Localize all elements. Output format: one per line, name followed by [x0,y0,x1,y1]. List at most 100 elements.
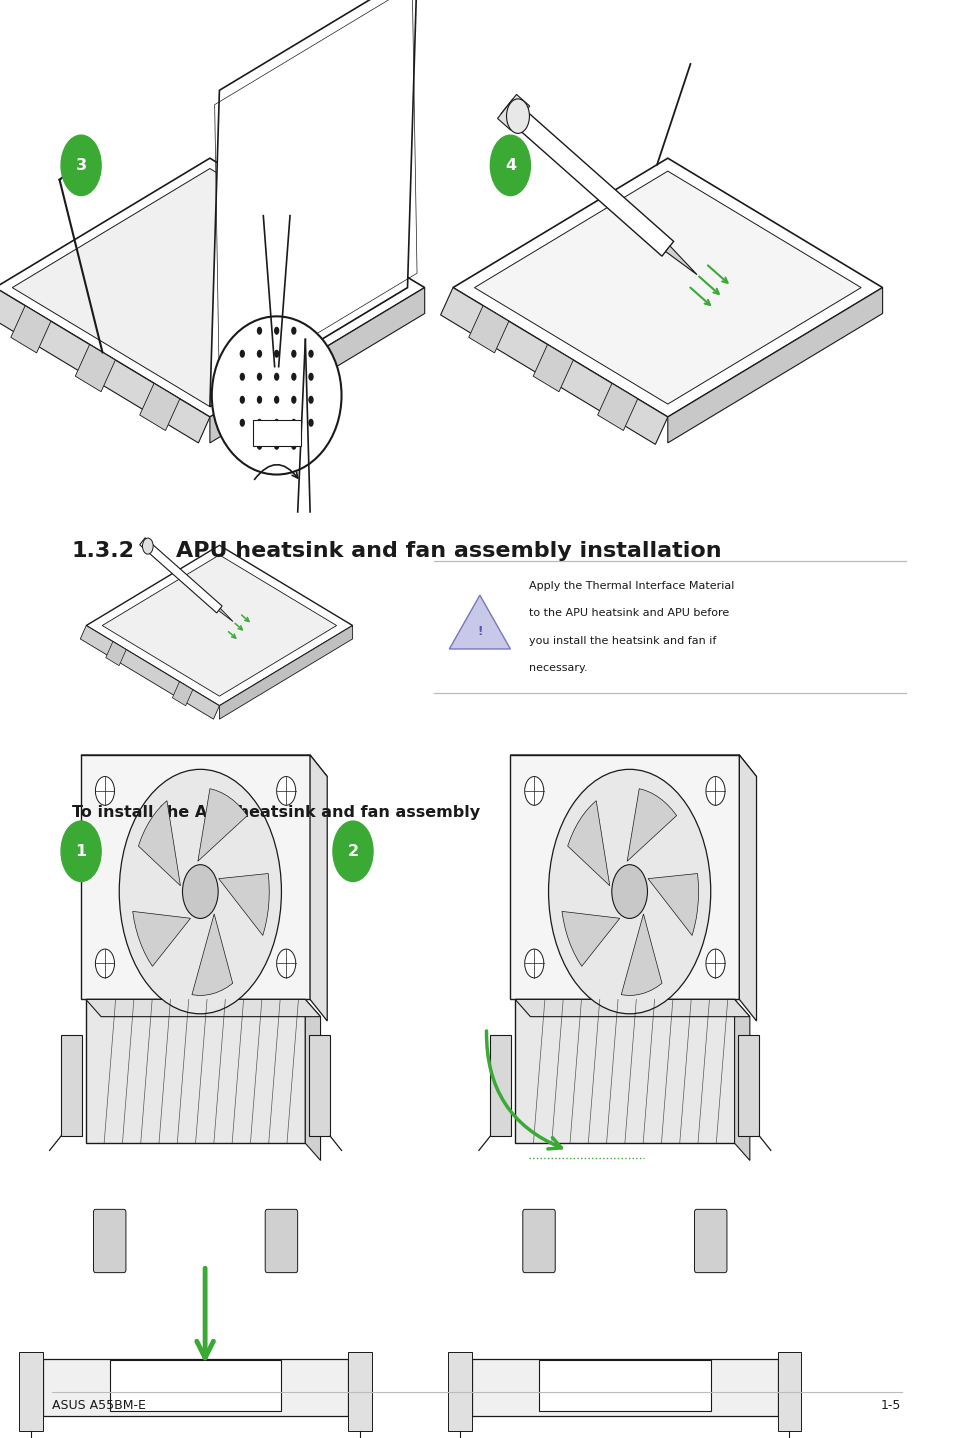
Polygon shape [305,999,320,1160]
Polygon shape [106,641,126,666]
Bar [490,1035,511,1136]
Polygon shape [139,538,222,613]
Text: 3: 3 [75,158,87,173]
Circle shape [308,418,314,427]
Circle shape [256,418,262,427]
Bar [777,1352,801,1431]
Circle shape [61,135,101,196]
FancyBboxPatch shape [522,1209,555,1273]
Circle shape [308,372,314,381]
Polygon shape [192,915,233,995]
Polygon shape [81,755,310,999]
Circle shape [95,777,114,805]
Polygon shape [139,384,179,430]
Text: necessary.: necessary. [529,663,587,673]
Polygon shape [665,246,697,275]
Ellipse shape [212,316,341,475]
Polygon shape [210,0,416,407]
Polygon shape [647,873,698,936]
Polygon shape [0,158,424,417]
Bar [43,1359,348,1416]
Bar [110,1360,281,1411]
Polygon shape [739,755,756,1021]
Circle shape [256,372,262,381]
Polygon shape [497,95,529,129]
Bar [448,1352,472,1431]
Circle shape [274,441,279,450]
Polygon shape [449,595,510,649]
Polygon shape [515,999,749,1017]
Circle shape [291,395,296,404]
Bar [309,1035,330,1136]
FancyBboxPatch shape [265,1209,297,1273]
Text: Apply the Thermal Interface Material: Apply the Thermal Interface Material [529,581,734,591]
Bar [738,1035,759,1136]
Circle shape [308,395,314,404]
Text: 1: 1 [75,844,87,858]
Text: to the APU heatsink and APU before: to the APU heatsink and APU before [529,608,729,618]
Bar [472,1359,777,1416]
Polygon shape [626,788,676,861]
Circle shape [274,372,279,381]
Polygon shape [561,912,619,966]
Circle shape [291,372,296,381]
Polygon shape [81,755,327,777]
Text: To install the APU heatsink and fan assembly: To install the APU heatsink and fan asse… [71,805,479,820]
Circle shape [705,949,724,978]
Polygon shape [310,755,327,1021]
Polygon shape [218,608,233,621]
Text: you install the heatsink and fan if: you install the heatsink and fan if [529,636,716,646]
Circle shape [524,949,543,978]
FancyBboxPatch shape [694,1209,726,1273]
Polygon shape [510,755,756,777]
Circle shape [239,418,245,427]
Bar [538,1360,710,1411]
Circle shape [274,349,279,358]
Circle shape [276,949,295,978]
Polygon shape [667,288,882,443]
Circle shape [142,538,153,554]
Circle shape [274,395,279,404]
Circle shape [256,441,262,450]
Polygon shape [533,345,573,391]
Circle shape [291,349,296,358]
Polygon shape [500,99,673,256]
Polygon shape [172,682,193,706]
Polygon shape [515,999,734,1143]
Polygon shape [12,168,407,407]
Text: !: ! [476,624,482,638]
Polygon shape [210,288,424,443]
Polygon shape [597,384,637,430]
Circle shape [611,864,647,919]
Text: 1.3.2: 1.3.2 [71,541,134,561]
Polygon shape [86,999,320,1017]
Polygon shape [440,288,667,444]
Polygon shape [474,171,861,404]
Circle shape [276,777,295,805]
Text: APU heatsink and fan assembly installation: APU heatsink and fan assembly installati… [176,541,721,561]
Polygon shape [138,801,180,886]
Text: ASUS A55BM-E: ASUS A55BM-E [52,1399,146,1412]
Circle shape [308,349,314,358]
Circle shape [119,769,281,1014]
Bar [19,1352,43,1431]
Circle shape [61,821,101,881]
Polygon shape [219,626,353,719]
Text: 4: 4 [504,158,516,173]
Polygon shape [0,288,210,443]
Circle shape [182,864,218,919]
Circle shape [524,777,543,805]
Circle shape [506,99,529,134]
Circle shape [291,326,296,335]
Circle shape [256,395,262,404]
Text: 2: 2 [347,844,358,858]
Circle shape [239,349,245,358]
Polygon shape [86,999,305,1143]
Polygon shape [197,788,247,861]
Polygon shape [75,345,115,391]
Circle shape [95,949,114,978]
Polygon shape [620,915,661,995]
Circle shape [239,372,245,381]
Bar [348,1352,372,1431]
Polygon shape [80,626,219,719]
